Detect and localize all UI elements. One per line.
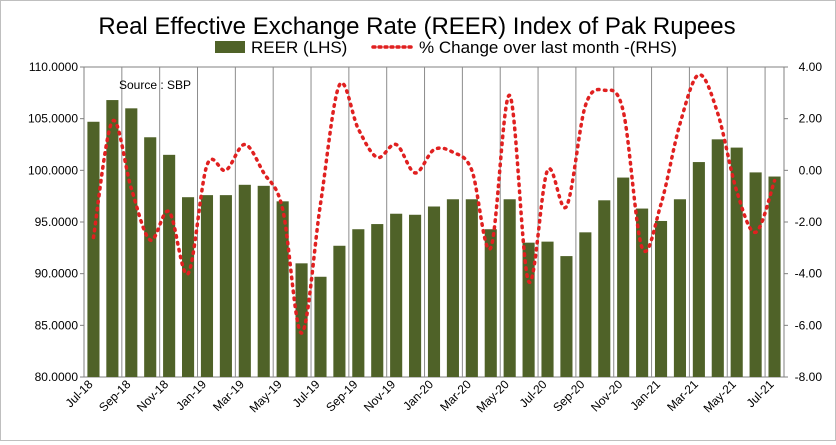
reer-bar <box>182 197 195 377</box>
reer-bar <box>295 263 308 377</box>
reer-bar <box>730 147 743 377</box>
x-tick-label: May-21 <box>701 377 739 415</box>
reer-bar <box>711 139 724 377</box>
right-tick-label: -8.00 <box>795 370 823 384</box>
right-tick-label: 4.00 <box>799 60 823 74</box>
reer-bar <box>446 199 459 377</box>
left-tick-label: 95.0000 <box>35 215 79 229</box>
vertical-gridlines <box>121 67 766 377</box>
reer-bar <box>617 177 630 377</box>
x-tick-label: May-20 <box>474 377 512 415</box>
reer-bar <box>257 185 270 377</box>
reer-bar <box>390 213 403 377</box>
left-tick-label: 105.0000 <box>28 112 78 126</box>
x-tick-label: Nov-19 <box>361 377 398 414</box>
reer-bar <box>87 121 100 378</box>
right-tick-label: -4.00 <box>795 267 823 281</box>
legend-swatch-reer <box>215 41 245 53</box>
reer-bar <box>163 154 176 377</box>
reer-bar <box>484 229 497 377</box>
reer-bar <box>692 162 705 377</box>
reer-bar <box>749 172 762 377</box>
left-tick-label: 90.0000 <box>35 267 79 281</box>
reer-bar <box>238 184 251 377</box>
x-tick-label: Jul-19 <box>290 377 323 410</box>
reer-bar <box>465 199 478 377</box>
x-tick-label: Jul-21 <box>744 377 777 410</box>
x-tick-label: Mar-21 <box>664 377 701 414</box>
left-tick-label: 80.0000 <box>35 370 79 384</box>
left-tick-label: 85.0000 <box>35 318 79 332</box>
reer-bar <box>673 199 686 377</box>
x-tick-label: May-19 <box>247 377 285 415</box>
percent-change-line <box>91 73 777 335</box>
right-tick-label: 0.00 <box>799 163 823 177</box>
right-tick-label: -2.00 <box>795 215 823 229</box>
reer-bar <box>579 232 592 377</box>
x-tick-label: Mar-19 <box>210 377 247 414</box>
right-tick-label: -6.00 <box>795 318 823 332</box>
x-tick-label: Jan-21 <box>627 377 663 413</box>
reer-bar <box>409 214 422 377</box>
x-tick-label: Jan-20 <box>400 377 436 413</box>
reer-bar <box>333 245 346 377</box>
reer-bar <box>560 256 573 377</box>
reer-bar <box>200 195 214 377</box>
x-tick-label: Nov-20 <box>588 377 625 414</box>
right-axis-tick-labels: -8.00 -6.00 -4.00 -2.00 0.00 2.00 4.00 <box>784 60 822 384</box>
reer-bars <box>87 100 781 378</box>
reer-bar <box>371 224 384 377</box>
reer-bar <box>598 200 611 377</box>
reer-bar <box>219 195 232 377</box>
legend-label-change: % Change over last month -(RHS) <box>419 38 677 57</box>
reer-bar <box>768 176 781 377</box>
source-annotation: Source : SBP <box>119 78 191 92</box>
left-axis-tick-labels: 80.0000 85.0000 90.0000 95.0000 100.0000 105.… <box>28 60 84 384</box>
reer-bar <box>276 201 289 377</box>
x-tick-label: Jan-19 <box>173 377 209 413</box>
reer-bar <box>144 137 157 377</box>
reer-bar <box>503 199 516 377</box>
reer-bar <box>427 206 441 377</box>
x-tick-label: Mar-20 <box>437 377 474 414</box>
legend: REER (LHS) % Change over last month -(RH… <box>215 38 677 57</box>
legend-label-reer: REER (LHS) <box>251 38 347 57</box>
x-tick-label: Sep-19 <box>323 377 360 414</box>
right-tick-label: 2.00 <box>799 112 823 126</box>
x-axis-tick-labels: Jul-18 Sep-18 Nov-18 Jan-19 Mar-19 May-19 Jul-… <box>63 377 777 415</box>
reer-bar <box>352 229 365 377</box>
reer-bar <box>654 220 668 377</box>
x-tick-label: Nov-18 <box>134 377 171 414</box>
x-tick-label: Sep-18 <box>96 377 133 414</box>
reer-bar <box>125 108 138 377</box>
chart-title: Real Effective Exchange Rate (REER) Inde… <box>98 13 735 40</box>
x-tick-label: Jul-20 <box>517 377 550 410</box>
reer-bar <box>106 100 119 378</box>
left-tick-label: 100.0000 <box>28 163 78 177</box>
x-tick-label: Sep-20 <box>550 377 587 414</box>
reer-bar <box>541 241 554 377</box>
reer-bar <box>314 276 327 377</box>
left-tick-label: 110.0000 <box>29 60 78 74</box>
